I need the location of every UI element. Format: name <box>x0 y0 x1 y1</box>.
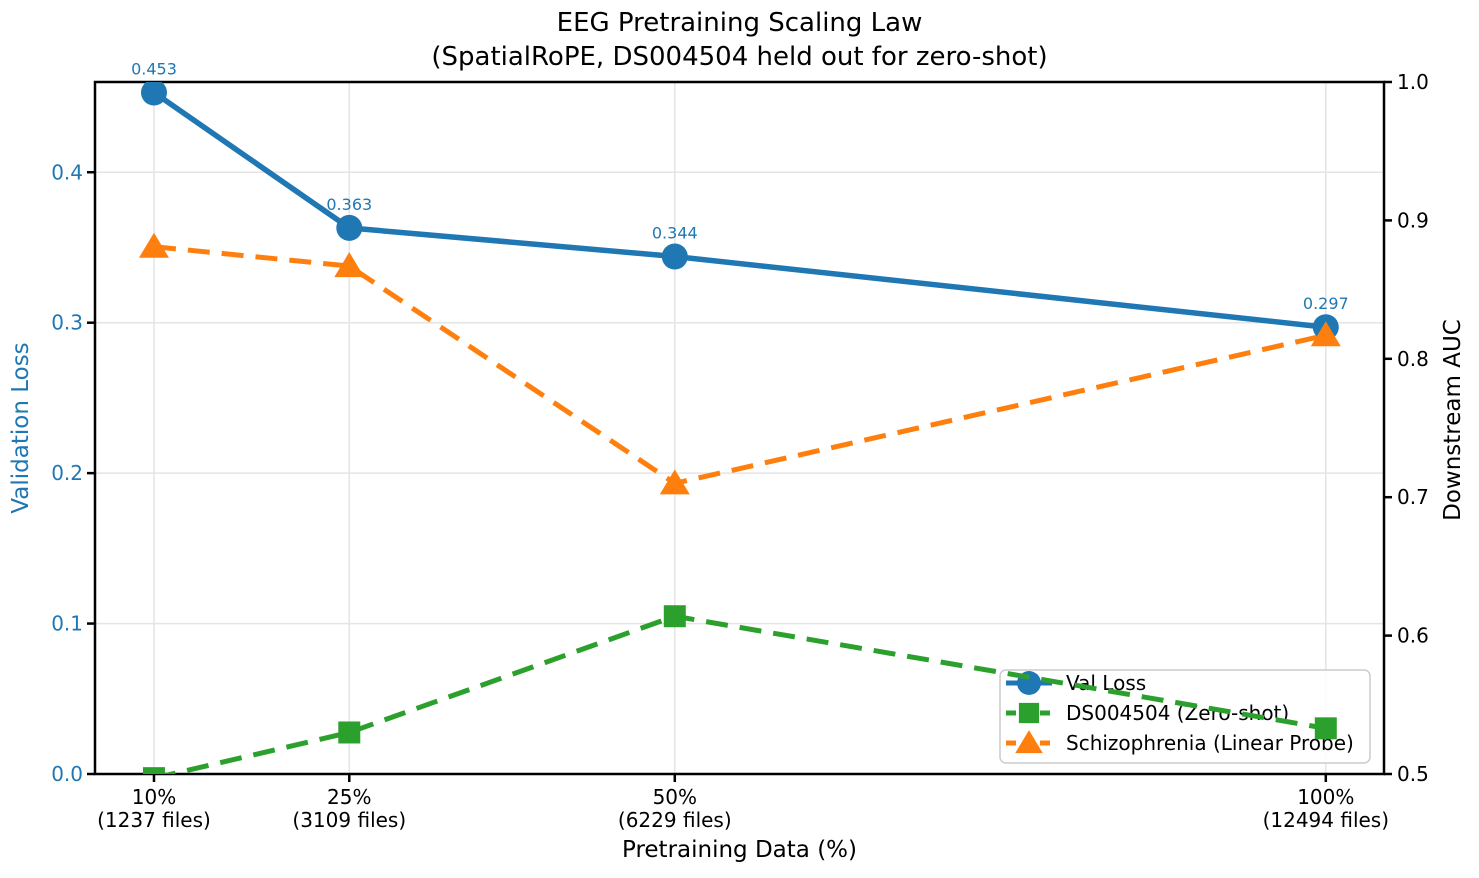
right-tick-label: 0.5 <box>1397 762 1429 786</box>
series-ds004504-zero-shot-marker <box>338 721 361 744</box>
series-schizophrenia-linear-probe-marker <box>138 232 169 258</box>
legend-sample-marker <box>1018 702 1040 724</box>
series-val-loss-marker <box>661 243 688 270</box>
legend-box <box>999 669 1371 764</box>
left-tick-label: 0.0 <box>51 762 83 786</box>
point-value-label: 0.363 <box>326 195 372 214</box>
series-schizophrenia-linear-probe-marker <box>334 252 365 278</box>
chart-title-line2: (SpatialRoPE, DS004504 held out for zero… <box>431 42 1048 72</box>
right-tick-label: 1.0 <box>1397 70 1429 94</box>
left-tick-label: 0.4 <box>51 160 83 184</box>
legend-label: Val Loss <box>1066 671 1146 695</box>
series-val-loss-line <box>152 90 1327 330</box>
annotations: 0.453 0.363 0.344 0.297 <box>131 60 1349 314</box>
axes-spines <box>93 80 1386 776</box>
left-tick-label: 0.2 <box>51 461 83 485</box>
right-tick-label: 0.7 <box>1397 485 1429 509</box>
x-tick-label: 10% <box>132 785 176 809</box>
left-tick-label: 0.1 <box>51 612 83 636</box>
x-tick-label: 100% <box>1297 785 1354 809</box>
x-tick-label: 25% <box>327 785 371 809</box>
series-val-loss-marker <box>140 82 167 106</box>
series-ds004504-zero-shot-marker <box>663 605 686 628</box>
point-value-label: 0.453 <box>131 60 177 79</box>
legend-label: Schizophrenia (Linear Probe) <box>1066 731 1354 755</box>
legend-sample-marker <box>1015 730 1043 754</box>
series-ds004504-zero-shot-marker <box>1314 717 1337 740</box>
right-tick-label: 0.9 <box>1397 208 1429 232</box>
point-value-label: 0.297 <box>1303 294 1349 313</box>
axes: 0.0 0.1 0.2 0.3 0.4 0.5 0.6 0.7 0.8 0.9 1.0 10%(123… <box>51 70 1429 832</box>
series-val-loss <box>140 82 1339 341</box>
chart-title: EEG Pretraining Scaling Law (SpatialRoPE… <box>95 6 1384 74</box>
gridlines <box>95 82 1384 774</box>
point-value-label: 0.344 <box>652 224 698 243</box>
x-tick-label: 50% <box>653 785 697 809</box>
series-ds004504-zero-shot <box>142 605 1337 774</box>
series-schizophrenia-linear-probe-marker <box>659 469 690 495</box>
series-schizophrenia-linear-probe <box>138 232 1341 495</box>
x-axis-label: Pretraining Data (%) <box>621 837 857 863</box>
chart-title-line1: EEG Pretraining Scaling Law <box>556 8 923 38</box>
x-tick-sublabel: (6229 files) <box>618 808 732 832</box>
right-tick-label: 0.6 <box>1397 624 1429 648</box>
x-tick-sublabel: (1237 files) <box>97 808 211 832</box>
series-ds004504-zero-shot-marker <box>142 767 165 774</box>
left-tick-label: 0.3 <box>51 311 83 335</box>
right-tick-label: 0.8 <box>1397 347 1429 371</box>
x-tick-sublabel: (12494 files) <box>1263 808 1389 832</box>
series-val-loss-marker <box>336 214 363 241</box>
x-tick-sublabel: (3109 files) <box>292 808 406 832</box>
series-schizophrenia-linear-probe-marker <box>1310 321 1341 347</box>
series-schizophrenia-linear-probe-line <box>153 244 1327 487</box>
